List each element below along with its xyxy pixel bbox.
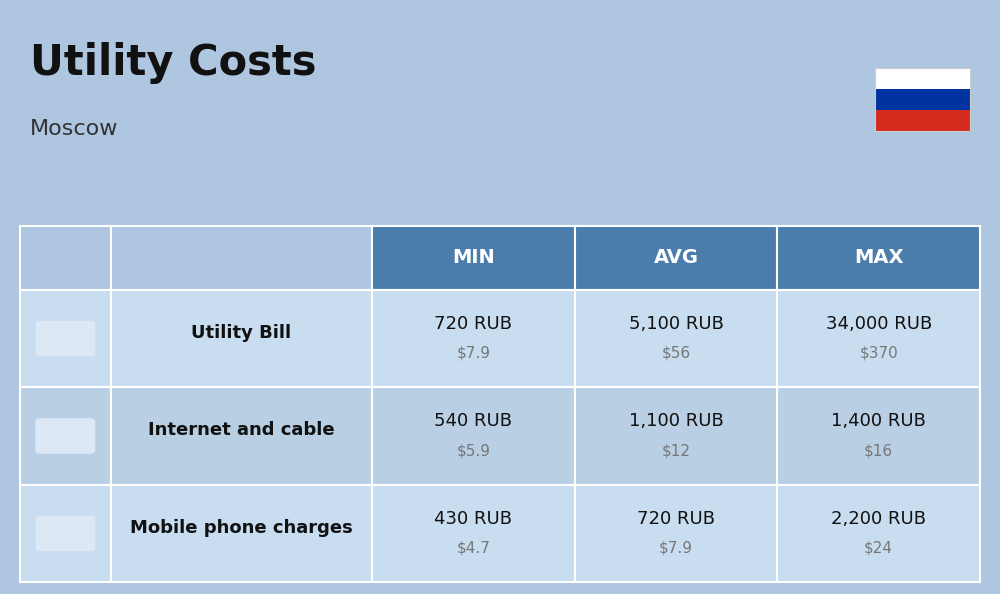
Text: 430 RUB: 430 RUB — [434, 510, 512, 528]
FancyBboxPatch shape — [20, 485, 111, 582]
FancyBboxPatch shape — [111, 485, 372, 582]
Text: 720 RUB: 720 RUB — [434, 315, 512, 333]
FancyBboxPatch shape — [575, 226, 777, 290]
Text: $12: $12 — [661, 443, 690, 458]
Text: 2,200 RUB: 2,200 RUB — [831, 510, 926, 528]
FancyBboxPatch shape — [372, 226, 575, 290]
Text: $4.7: $4.7 — [456, 541, 490, 555]
FancyBboxPatch shape — [875, 110, 970, 131]
Text: 540 RUB: 540 RUB — [434, 412, 512, 431]
Text: MIN: MIN — [452, 248, 495, 267]
FancyBboxPatch shape — [35, 418, 95, 454]
FancyBboxPatch shape — [575, 485, 777, 582]
Text: MAX: MAX — [854, 248, 903, 267]
Text: Utility Costs: Utility Costs — [30, 42, 316, 84]
FancyBboxPatch shape — [777, 387, 980, 485]
FancyBboxPatch shape — [777, 485, 980, 582]
FancyBboxPatch shape — [575, 290, 777, 387]
Text: Internet and cable: Internet and cable — [148, 421, 335, 439]
Text: $7.9: $7.9 — [456, 346, 490, 361]
FancyBboxPatch shape — [35, 321, 95, 356]
Text: AVG: AVG — [653, 248, 698, 267]
Text: 5,100 RUB: 5,100 RUB — [629, 315, 723, 333]
Text: $5.9: $5.9 — [456, 443, 490, 458]
Text: $24: $24 — [864, 541, 893, 555]
Text: 34,000 RUB: 34,000 RUB — [826, 315, 932, 333]
Text: $56: $56 — [661, 346, 691, 361]
FancyBboxPatch shape — [372, 290, 575, 387]
Text: $16: $16 — [864, 443, 893, 458]
FancyBboxPatch shape — [372, 387, 575, 485]
Text: $370: $370 — [859, 346, 898, 361]
Text: Moscow: Moscow — [30, 119, 119, 139]
FancyBboxPatch shape — [111, 226, 372, 290]
Text: 1,400 RUB: 1,400 RUB — [831, 412, 926, 431]
FancyBboxPatch shape — [777, 226, 980, 290]
FancyBboxPatch shape — [111, 290, 372, 387]
FancyBboxPatch shape — [35, 516, 95, 551]
Text: Mobile phone charges: Mobile phone charges — [130, 519, 353, 536]
Text: 1,100 RUB: 1,100 RUB — [629, 412, 723, 431]
FancyBboxPatch shape — [875, 68, 970, 89]
FancyBboxPatch shape — [575, 387, 777, 485]
FancyBboxPatch shape — [777, 290, 980, 387]
Text: Utility Bill: Utility Bill — [191, 324, 291, 342]
FancyBboxPatch shape — [875, 89, 970, 110]
FancyBboxPatch shape — [20, 226, 111, 290]
Text: 720 RUB: 720 RUB — [637, 510, 715, 528]
FancyBboxPatch shape — [372, 485, 575, 582]
FancyBboxPatch shape — [20, 387, 111, 485]
FancyBboxPatch shape — [111, 387, 372, 485]
FancyBboxPatch shape — [20, 290, 111, 387]
Text: $7.9: $7.9 — [659, 541, 693, 555]
